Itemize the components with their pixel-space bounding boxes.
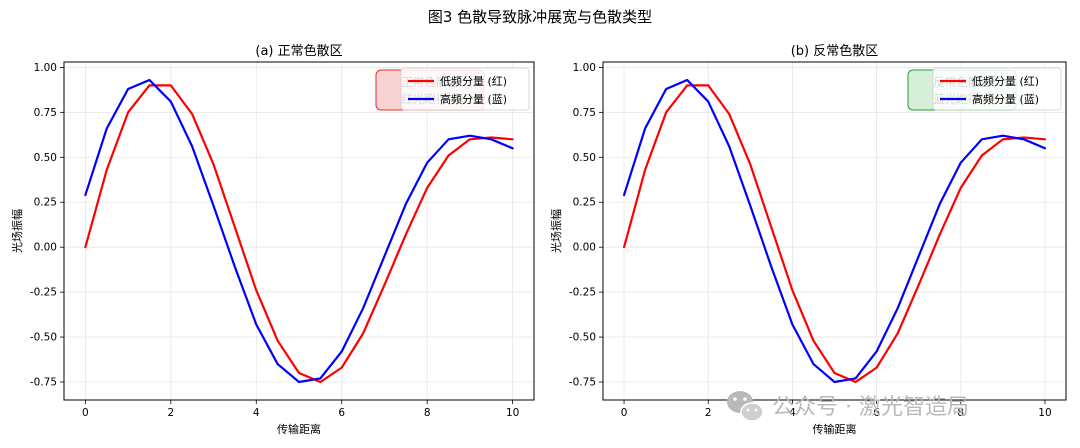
x-tick-label: 4 xyxy=(253,407,260,419)
y-tick-label: 0.50 xyxy=(573,152,596,164)
x-tick-label: 10 xyxy=(1038,407,1051,419)
y-tick-label: 0.25 xyxy=(34,197,57,209)
chart-panel-a: (a) 正常色散区 0 2 4 6 8 10 -0.75 -0.50 -0.25 0.00 0.25 0… xyxy=(10,43,535,436)
grid-lines xyxy=(64,62,534,400)
watermark-text: 公众号 · 激光智造局 xyxy=(772,395,969,420)
wechat-icon xyxy=(727,391,764,422)
x-tick-label: 0 xyxy=(82,407,89,419)
legend: 低频分量 (红) 高频分量 (蓝) xyxy=(400,67,530,111)
y-axis-label: 光场振幅 xyxy=(10,209,24,253)
grid-lines xyxy=(603,62,1066,400)
y-tick-label: 0.50 xyxy=(34,152,57,164)
y-tick-label: -0.75 xyxy=(30,377,57,389)
x-tick-label: 8 xyxy=(424,407,431,419)
y-tick-label: 0.25 xyxy=(573,197,596,209)
y-tick-label: -0.75 xyxy=(569,377,596,389)
axes-frame xyxy=(602,61,1067,401)
series-line-low-freq xyxy=(622,84,1047,384)
y-tick-label: 0.00 xyxy=(573,242,596,254)
legend: 低频分量 (红) 高频分量 (蓝) xyxy=(932,67,1062,111)
y-tick-label: -0.25 xyxy=(30,287,57,299)
x-axis-label: 传输距离 xyxy=(277,422,321,436)
legend-entry: 低频分量 (红) xyxy=(440,74,507,88)
y-tick-label: 1.00 xyxy=(34,62,57,74)
x-tick-label: 8 xyxy=(957,407,964,419)
y-tick-label: 0.00 xyxy=(34,242,57,254)
chart-panels: (a) 正常色散区 0 2 4 6 8 10 -0.75 -0.50 -0.25 0.00 0.25 0… xyxy=(10,43,1067,436)
x-tick-label: 10 xyxy=(506,407,519,419)
x-tick-label: 4 xyxy=(789,407,796,419)
panel-title: (b) 反常色散区 xyxy=(791,43,879,59)
watermark: 公众号 · 激光智造局 xyxy=(727,391,969,422)
x-axis-label: 传输距离 xyxy=(813,422,857,436)
legend-entry: 高频分量 (蓝) xyxy=(972,92,1039,106)
x-tick-label: 6 xyxy=(338,407,345,419)
y-tick-label: 0.75 xyxy=(34,107,57,119)
axes-frame xyxy=(63,61,535,401)
series-line-high-freq xyxy=(84,78,514,384)
legend-entry: 低频分量 (红) xyxy=(972,74,1039,88)
y-tick-label: 1.00 xyxy=(573,62,596,74)
chart-panel-b: (b) 反常色散区 0 2 4 6 8 10 -0.75 -0.50 -0.25 0.00 0.25 0… xyxy=(549,43,1067,436)
x-tick-label: 2 xyxy=(705,407,712,419)
panel-title: (a) 正常色散区 xyxy=(255,43,342,59)
y-tick-label: 0.75 xyxy=(573,107,596,119)
y-axis-label: 光场振幅 xyxy=(549,209,563,253)
x-tick-label: 0 xyxy=(621,407,628,419)
y-tick-label: -0.50 xyxy=(569,332,596,344)
y-tick-label: -0.50 xyxy=(30,332,57,344)
x-tick-label: 6 xyxy=(873,407,880,419)
series-line-low-freq xyxy=(84,84,514,384)
series-line-high-freq xyxy=(622,78,1047,384)
figure-title: 图3 色散导致脉冲展宽与色散类型 xyxy=(428,8,652,26)
x-tick-label: 2 xyxy=(167,407,174,419)
y-tick-label: -0.25 xyxy=(569,287,596,299)
legend-entry: 高频分量 (蓝) xyxy=(440,92,507,106)
